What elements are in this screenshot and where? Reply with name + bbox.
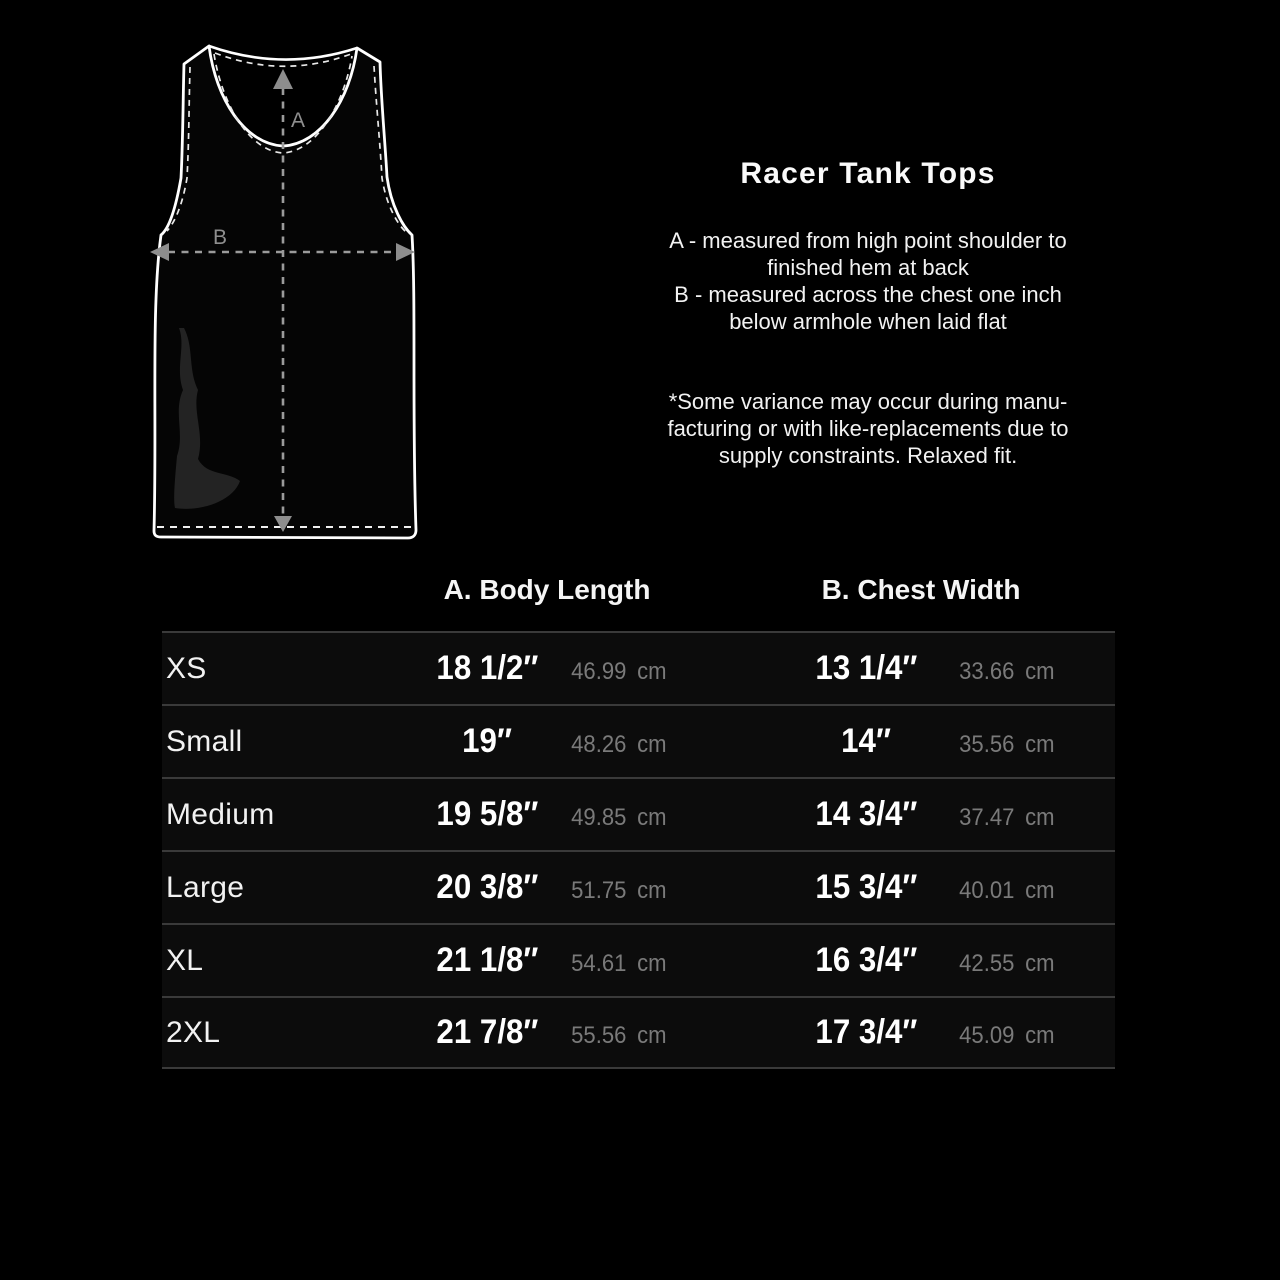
chest-width-cm: 35.56 cm — [955, 706, 1059, 777]
right-armhole-stitch-line — [373, 65, 407, 233]
chest-width-inches-value: 13 1/4″ — [815, 649, 917, 687]
chest-width-inches: 13 1/4″ — [746, 633, 986, 704]
size-label: Large — [166, 852, 244, 923]
body-length-inches-value: 18 1/2″ — [436, 649, 538, 687]
chest-width-inches: 14″ — [746, 706, 986, 777]
body-length-cm-value: 55.56 cm — [571, 1022, 667, 1049]
body-length-cm-value: 46.99 cm — [571, 658, 667, 685]
size-label: Small — [166, 706, 243, 777]
body-length-inches: 21 1/8″ — [367, 925, 607, 996]
chest-width-cm: 33.66 cm — [955, 633, 1059, 704]
chest-width-cm-value: 37.47 cm — [959, 804, 1055, 831]
tank-outline — [152, 44, 418, 540]
chest-width-cm-value: 42.55 cm — [959, 950, 1055, 977]
tank-top-svg: A B — [150, 44, 418, 540]
chest-width-inches-value: 15 3/4″ — [815, 868, 917, 906]
size-text: XL — [166, 943, 204, 977]
table-row: XS 18 1/2″ 46.99 cm 13 1/4″ 33.66 cm — [162, 631, 1115, 704]
chest-width-cm: 40.01 cm — [955, 852, 1059, 923]
disclaimer-line: supply constraints. Relaxed fit. — [718, 443, 1018, 468]
note-line: B - measured across the chest one inch — [674, 282, 1062, 307]
label-b: B — [213, 226, 228, 249]
body-length-cm: 54.61 cm — [567, 925, 671, 996]
chest-width-cm: 45.09 cm — [955, 998, 1059, 1067]
table-row: Large 20 3/8″ 51.75 cm 15 3/4″ 40.01 cm — [162, 850, 1115, 923]
width-arrowhead-right — [396, 243, 415, 261]
body-length-inches: 19″ — [367, 706, 607, 777]
chest-width-inches: 17 3/4″ — [746, 998, 986, 1067]
body-length-inches: 20 3/8″ — [367, 852, 607, 923]
column-header-chest-width: B. Chest Width — [821, 574, 1021, 605]
chest-width-inches: 16 3/4″ — [746, 925, 986, 996]
chest-width-inches-value: 16 3/4″ — [815, 941, 917, 979]
length-arrowhead-top — [273, 69, 293, 89]
chest-width-inches-value: 14 3/4″ — [815, 795, 917, 833]
size-text: Small — [166, 724, 243, 758]
chest-width-cm: 42.55 cm — [955, 925, 1059, 996]
note-line: A - measured from high point shoulder to — [669, 228, 1067, 253]
table-row: XL 21 1/8″ 54.61 cm 16 3/4″ 42.55 cm — [162, 923, 1115, 996]
length-arrowhead-bottom — [274, 516, 292, 532]
body-length-inches: 21 7/8″ — [367, 998, 607, 1067]
chest-width-cm-value: 40.01 cm — [959, 877, 1055, 904]
width-arrowhead-left — [150, 243, 169, 261]
tank-top-diagram: A B — [85, 38, 420, 543]
body-length-inches-value: 21 7/8″ — [436, 1013, 538, 1051]
size-text: 2XL — [166, 1015, 221, 1049]
body-length-cm-value: 54.61 cm — [571, 950, 667, 977]
size-text: Medium — [166, 797, 275, 831]
body-length-inches-value: 19 5/8″ — [436, 795, 538, 833]
size-text: Large — [166, 870, 245, 904]
body-length-inches: 19 5/8″ — [367, 779, 607, 850]
chest-width-cm-value: 33.66 cm — [959, 658, 1055, 685]
measurement-notes: A - measured from high point shoulder to… — [560, 227, 1176, 335]
disclaimer: *Some variance may occur during manu- fa… — [560, 388, 1176, 469]
table-row: Small 19″ 48.26 cm 14″ 35.56 cm — [162, 704, 1115, 777]
left-armhole-stitch-line — [166, 66, 191, 232]
chest-width-inches: 14 3/4″ — [746, 779, 986, 850]
label-a: A — [291, 109, 306, 132]
chest-width-inches-value: 14″ — [841, 722, 891, 760]
body-length-cm: 48.26 cm — [567, 706, 671, 777]
body-length-cm: 55.56 cm — [567, 998, 671, 1067]
column-header-body-length: A. Body Length — [443, 574, 651, 605]
watermark-blob — [174, 328, 240, 509]
body-length-inches-value: 21 1/8″ — [436, 941, 538, 979]
disclaimer-line: *Some variance may occur during manu- — [668, 389, 1068, 414]
size-table: A. Body Length B. Chest Width XS 18 1/2″… — [162, 560, 1115, 1069]
body-length-cm-value: 51.75 cm — [571, 877, 667, 904]
chest-width-inches: 15 3/4″ — [746, 852, 986, 923]
disclaimer-line: facturing or with like-replacements due … — [667, 416, 1069, 441]
body-length-cm-value: 48.26 cm — [571, 731, 667, 758]
table-row: Medium 19 5/8″ 49.85 cm 14 3/4″ 37.47 cm — [162, 777, 1115, 850]
chest-width-cm-value: 45.09 cm — [959, 1022, 1055, 1049]
size-text: XS — [166, 651, 207, 685]
table-row: 2XL 21 7/8″ 55.56 cm 17 3/4″ 45.09 cm — [162, 996, 1115, 1069]
body-length-inches: 18 1/2″ — [367, 633, 607, 704]
note-line: finished hem at back — [767, 255, 969, 280]
body-length-inches-value: 19″ — [462, 722, 512, 760]
size-table-body: XS 18 1/2″ 46.99 cm 13 1/4″ 33.66 cm Sma… — [162, 631, 1115, 1069]
body-length-inches-value: 20 3/8″ — [436, 868, 538, 906]
size-label: Medium — [166, 779, 275, 850]
body-length-cm-value: 49.85 cm — [571, 804, 667, 831]
collar-stitch-line — [214, 52, 352, 68]
size-label: XL — [166, 925, 203, 996]
size-label: XS — [166, 633, 207, 704]
body-length-cm: 51.75 cm — [567, 852, 671, 923]
table-header: A. Body Length B. Chest Width — [162, 560, 1115, 631]
body-length-cm: 46.99 cm — [567, 633, 671, 704]
back-collar-line — [208, 44, 358, 61]
body-length-cm: 49.85 cm — [567, 779, 671, 850]
size-label: 2XL — [166, 998, 220, 1067]
page-title: Racer Tank Tops — [740, 157, 996, 190]
chest-width-cm: 37.47 cm — [955, 779, 1059, 850]
note-line: below armhole when laid flat — [729, 309, 1007, 334]
chest-width-inches-value: 17 3/4″ — [815, 1013, 917, 1051]
chest-width-cm-value: 35.56 cm — [959, 731, 1055, 758]
neck-stitch-line — [213, 53, 353, 154]
